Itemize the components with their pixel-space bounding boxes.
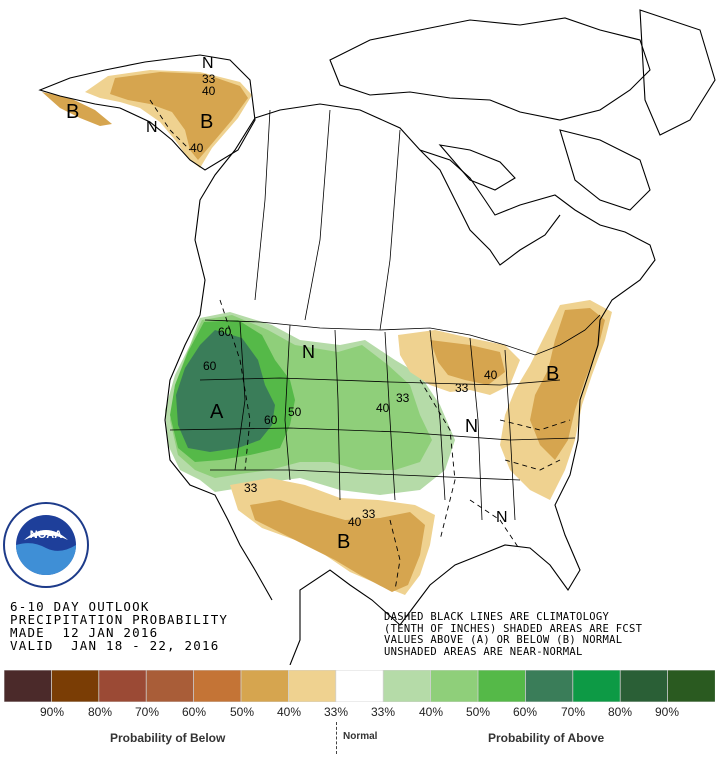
colorbar-swatch [430, 670, 479, 702]
legend-note-line: DASHED BLACK LINES ARE CLIMATOLOGY [384, 611, 610, 623]
colorbar-swatch [51, 670, 100, 702]
contour-label: 40 [376, 401, 390, 415]
colorbar-tick-label: 70% [134, 705, 160, 719]
colorbar-swatch [382, 670, 432, 702]
contour-label: 40 [484, 368, 498, 382]
legend-note-line: UNSHADED AREAS ARE NEAR-NORMAL [384, 645, 583, 658]
contour-label: 60 [218, 325, 232, 339]
colorbar-tick-label: 60% [181, 705, 207, 719]
alaska-below-40-area [110, 72, 248, 160]
map-legend-note: DASHED BLACK LINES ARE CLIMATOLOGY (TENT… [384, 611, 714, 658]
contour-label: 40 [202, 84, 216, 98]
colorbar-swatch [572, 670, 621, 702]
colorbar-tick-label: 33% [323, 705, 349, 719]
colorbar-swatch [525, 670, 574, 702]
colorbar-tick-label: 90% [654, 705, 680, 719]
region-letter: A [210, 401, 224, 423]
colorbar-tick-label: 90% [39, 705, 65, 719]
normal-divider [336, 722, 337, 754]
normal-label: Normal [343, 731, 378, 742]
region-letter: B [546, 363, 559, 385]
legend-note-line: (TENTH OF INCHES) SHADED AREAS ARE FCST [384, 622, 643, 635]
northeast-below-40-area [530, 308, 605, 460]
colorbar-swatch [619, 670, 669, 702]
region-letter: B [200, 111, 213, 133]
south-below-40-area [250, 500, 425, 592]
region-letter: N [202, 55, 214, 72]
colorbar-tick-label: 50% [465, 705, 491, 719]
contour-label: 33 [244, 481, 258, 495]
climatology-lines [149, 99, 571, 591]
colorbar-swatch [287, 670, 337, 702]
contour-label: 40 [190, 141, 204, 155]
coastlines [38, 9, 716, 665]
region-letter: N [496, 509, 508, 526]
colorbar-swatch [193, 670, 242, 702]
title-line: 6-10 DAY OUTLOOK [10, 599, 150, 614]
title-line: MADE 12 JAN 2016 [10, 625, 159, 640]
probability-below-label: Probability of Below [110, 731, 226, 745]
colorbar-swatch [240, 670, 290, 702]
noaa-logo-text: NOAA [30, 529, 62, 541]
colorbar-swatch [667, 670, 715, 702]
colorbar-tick-label: 40% [418, 705, 444, 719]
great-lakes-below-40-area [430, 340, 505, 385]
legend-note-line: VALUES ABOVE (A) OR BELOW (B) NORMAL [384, 634, 623, 646]
region-letter: B [337, 531, 350, 553]
contour-label: 40 [348, 515, 362, 529]
contour-label: 33 [455, 381, 469, 395]
alaska-west-below-area [42, 92, 112, 126]
title-line: PRECIPITATION PROBABILITY [10, 612, 229, 627]
contour-label: 60 [203, 359, 217, 373]
map-title-block: 6-10 DAY OUTLOOK PRECIPITATION PROBABILI… [10, 600, 300, 652]
region-letter: B [66, 101, 79, 123]
west-above-60-area [176, 330, 275, 452]
title-line: VALID JAN 18 - 22, 2016 [10, 638, 220, 653]
colorbar-swatch [4, 670, 53, 702]
colorbar-tick-label: 70% [560, 705, 586, 719]
contour-label: 33 [202, 72, 216, 86]
contour-label: 33 [396, 391, 410, 405]
probability-colorbar [4, 670, 715, 702]
colorbar-tick-label: 33% [370, 705, 396, 719]
region-letter: N [465, 416, 478, 436]
colorbar-swatch [335, 670, 384, 702]
contour-label: 50 [288, 405, 302, 419]
probability-above-label: Probability of Above [488, 731, 605, 745]
state-borders [169, 109, 601, 521]
colorbar-swatch [98, 670, 147, 702]
colorbar-swatch [145, 670, 195, 702]
colorbar-tick-label: 50% [229, 705, 255, 719]
noaa-logo: NOAA [3, 502, 89, 588]
contour-label: 33 [362, 507, 376, 521]
colorbar-swatch [477, 670, 527, 702]
contour-label: 60 [264, 413, 278, 427]
region-letter: N [302, 342, 315, 362]
colorbar-tick-label: 80% [87, 705, 113, 719]
precipitation-outlook-map: B N N B A N N B B N 33 40 40 60 60 60 50… [3, 9, 716, 665]
region-letter: N [146, 119, 158, 136]
colorbar-tick-label: 80% [607, 705, 633, 719]
colorbar-tick-label: 40% [276, 705, 302, 719]
colorbar-tick-label: 60% [512, 705, 538, 719]
